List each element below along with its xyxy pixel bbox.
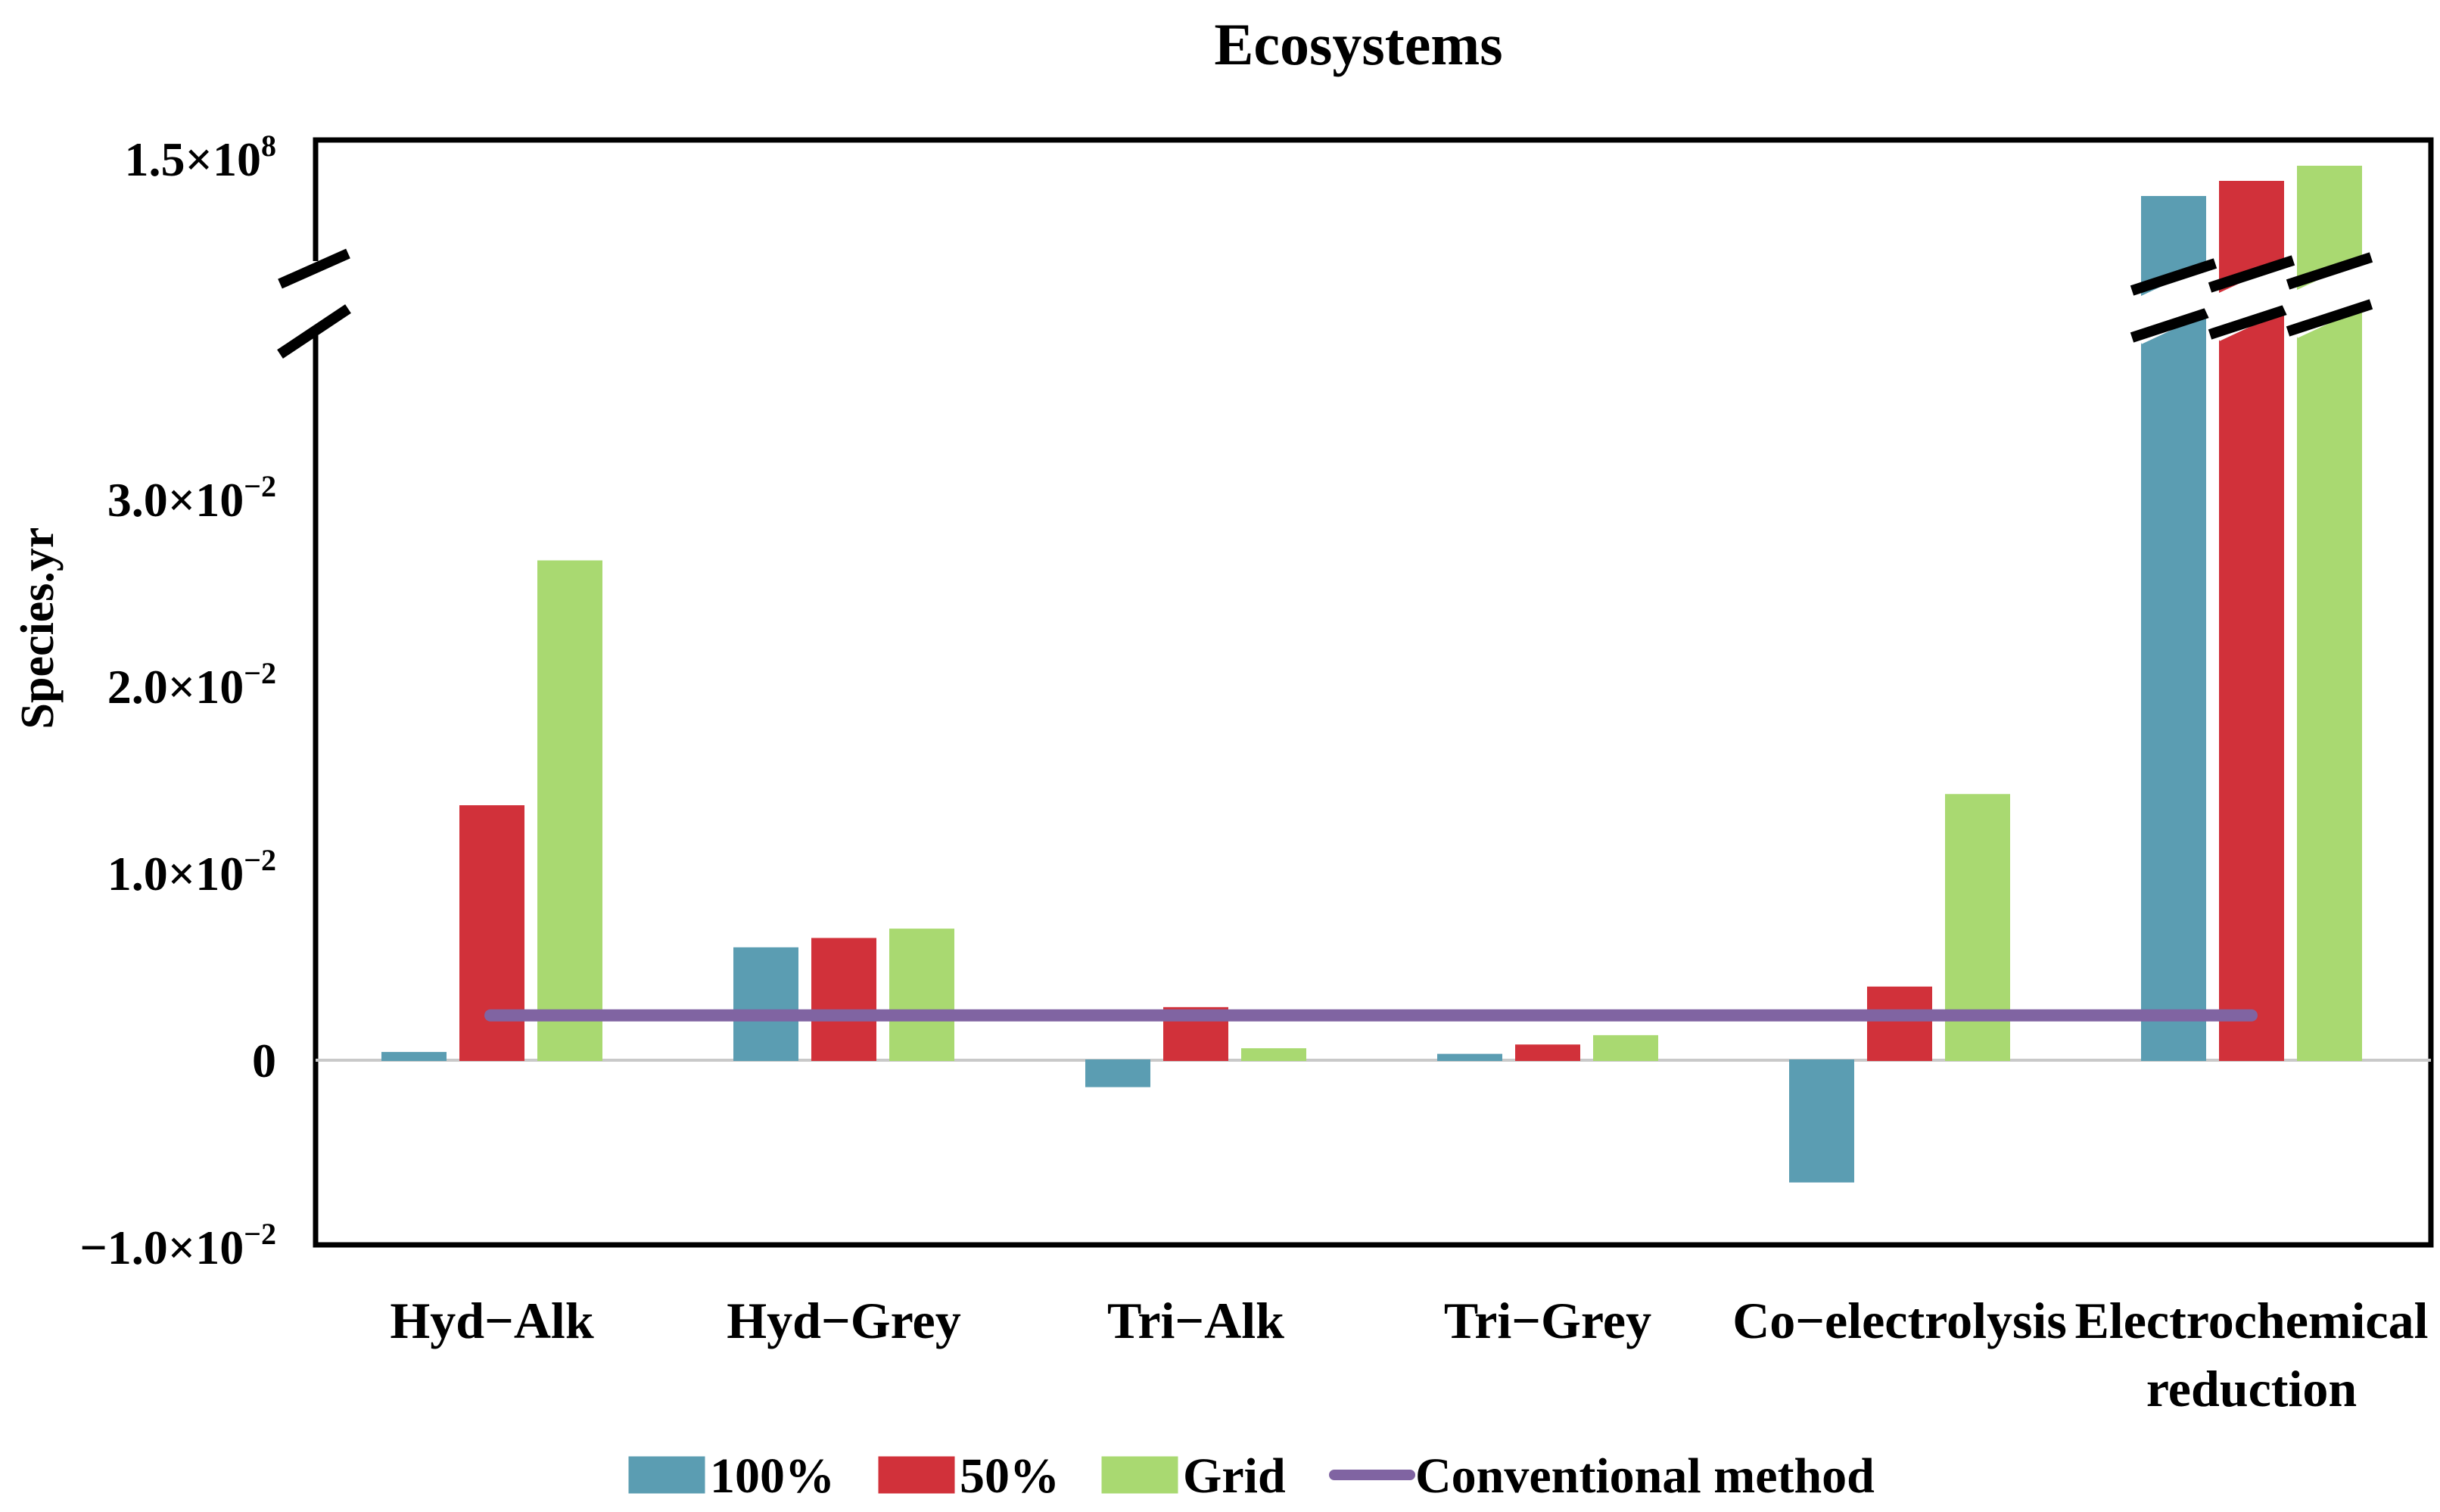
bar-break-mark-50-lower: [2208, 302, 2295, 340]
bar-50-co-electrolysis: [1867, 986, 1932, 1062]
legend-label-conventional-method: Conventional method: [1415, 1448, 1875, 1504]
y-tick-label-0: 0: [252, 1034, 276, 1087]
bar-grid-tri-grey: [1593, 1034, 1658, 1062]
bar-break-gap-100: [2123, 266, 2224, 344]
x-category-label-tri-alk: Tri−Alk: [1107, 1292, 1284, 1349]
x-category-label-tri-grey: Tri−Grey: [1444, 1292, 1651, 1349]
bar-break-mark-50-upper: [2208, 255, 2295, 293]
y-axis-label: Species.yr: [12, 527, 64, 730]
bar-100-tri-alk: [1085, 1059, 1150, 1087]
x-category-label-electrochemical-reduction-line-2: reduction: [2146, 1360, 2357, 1417]
y-axis-break-mark-upper: [278, 248, 350, 289]
bar-50-hyd-grey: [811, 938, 876, 1061]
bar-100-hyd-grey: [733, 947, 798, 1062]
x-category-label-co-electrolysis: Co−electrolysis: [1732, 1292, 2067, 1349]
bar-break-mark-100-upper: [2130, 258, 2217, 296]
legend-swatch-grid: [1101, 1456, 1178, 1494]
y-tick-label-0p01: 1.0×10−2: [107, 843, 276, 901]
legend-label-grid: Grid: [1183, 1448, 1286, 1504]
bar-100-tri-grey: [1437, 1053, 1502, 1061]
y-tick-label-top-break: 1.5×108: [125, 129, 276, 186]
bar-grid-hyd-alk: [537, 560, 602, 1061]
x-category-label-hyd-grey: Hyd−Grey: [727, 1292, 961, 1349]
legend-label-100: 100%: [710, 1448, 835, 1504]
y-tick-label-0p03: 3.0×10−2: [107, 469, 276, 527]
bar-break-mark-grid-lower: [2286, 299, 2373, 337]
y-axis-break-mark-lower: [277, 304, 351, 359]
bar-grid-hyd-grey: [889, 929, 954, 1061]
legend-swatch-100: [628, 1456, 705, 1494]
bar-100-electrochemical-reduction: [2141, 196, 2206, 1061]
x-category-label-electrochemical-reduction-line-1: Electrochemical: [2074, 1292, 2428, 1349]
y-tick-label-0p02: 2.0×10−2: [107, 656, 276, 714]
bar-break-gap-50: [2201, 263, 2302, 341]
bar-50-tri-grey: [1515, 1044, 1580, 1061]
bar-50-hyd-alk: [459, 805, 524, 1061]
bar-break-gap-grid: [2279, 260, 2380, 338]
bar-100-co-electrolysis: [1789, 1059, 1854, 1183]
legend-swatch-50: [878, 1456, 955, 1494]
x-category-label-hyd-alk: Hyd−Alk: [390, 1292, 593, 1349]
bar-grid-tri-alk: [1241, 1048, 1306, 1062]
chart-title: Ecosystems: [1214, 11, 1502, 77]
y-tick-label-neg-0p01: −1.0×10−2: [79, 1217, 276, 1274]
bar-100-hyd-alk: [381, 1052, 447, 1061]
bar-break-mark-100-lower: [2130, 305, 2217, 343]
plot-frame: [313, 137, 2434, 1248]
legend-label-50: 50%: [960, 1448, 1060, 1504]
bar-break-mark-grid-upper: [2286, 252, 2373, 290]
